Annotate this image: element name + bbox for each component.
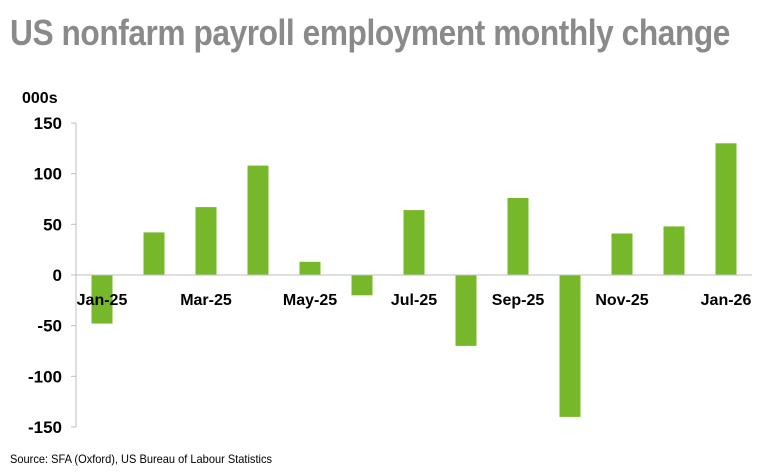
bar-jun-25 [351,275,373,296]
x-tick-label: Nov-25 [595,292,648,309]
bar-nov-25 [611,233,633,275]
axes-group [75,123,752,427]
y-tick-label: -50 [37,317,62,336]
bar-jan-26 [715,143,737,275]
y-tick-label: 0 [53,266,62,285]
y-axis-unit-label: 000s [22,90,58,107]
x-tick-label: Mar-25 [180,292,232,309]
y-tick-label: -150 [28,418,62,437]
bar-apr-25 [247,165,269,275]
bar-feb-25 [143,232,165,275]
bar-sep-25 [507,198,529,275]
x-tick-label: Jan-26 [701,292,752,309]
x-tick-label: Jan-25 [77,292,128,309]
bar-aug-25 [455,275,477,346]
y-tick-label: 50 [43,215,62,234]
x-tick-label: May-25 [283,292,337,309]
bar-mar-25 [195,207,217,275]
source-note: Source: SFA (Oxford), US Bureau of Labou… [10,452,273,466]
bars-group [91,143,737,417]
y-tick-label: 100 [34,165,62,184]
x-axis-ticks: Jan-25 Mar-25 May-25 Jul-25 Sep-25 Nov-25 Jan-… [77,292,752,309]
bar-dec-25 [663,226,685,275]
bar-may-25 [299,261,321,275]
y-tick-label: -100 [28,367,62,386]
bar-oct-25 [559,275,581,417]
bar-jul-25 [403,210,425,275]
chart-title: US nonfarm payroll employment monthly ch… [10,12,730,53]
x-tick-label: Jul-25 [391,292,437,309]
y-axis-ticks: 150 100 50 0 -50 -100 -150 [28,114,76,437]
bar-jan-25 [91,275,113,324]
x-tick-label: Sep-25 [492,292,545,309]
y-tick-label: 150 [34,114,62,133]
